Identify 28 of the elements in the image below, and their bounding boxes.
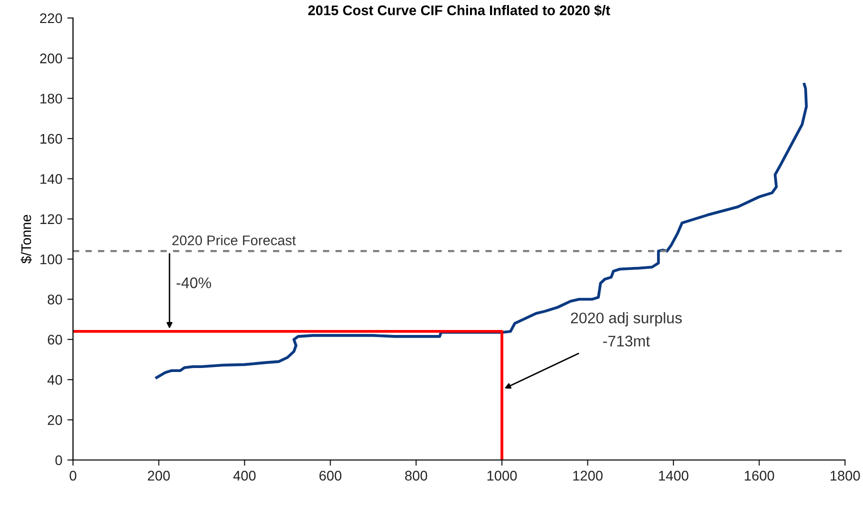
x-tick-label: 1000 xyxy=(488,470,517,481)
y-tick-label: 60 xyxy=(48,334,62,345)
x-tick-label: 600 xyxy=(319,470,342,481)
y-tick-label: 220 xyxy=(40,13,62,24)
x-tick-label: 1400 xyxy=(659,470,688,481)
x-tick-label: 0 xyxy=(70,470,76,481)
y-tick-label: 120 xyxy=(40,214,62,224)
y-axis-title: $/Tonne xyxy=(20,214,32,264)
y-tick-label: 140 xyxy=(40,174,62,184)
chart-title: 2015 Cost Curve CIF China Inflated to 2020 $/t xyxy=(308,4,610,16)
line-series xyxy=(155,82,808,380)
annotation: 2020 adj surplus -713mt xyxy=(570,312,682,346)
y-tick-label: 40 xyxy=(47,374,62,385)
x-tick-label: 800 xyxy=(405,470,428,481)
annotation: -40% xyxy=(176,277,212,288)
y-tick-label: 20 xyxy=(48,415,62,425)
x-tick-label: 400 xyxy=(233,470,256,481)
x-tick-label: 1800 xyxy=(830,470,860,481)
x-tick-label: 1600 xyxy=(744,470,774,481)
y-tick-label: 100 xyxy=(40,254,62,264)
x-tick-label: 200 xyxy=(148,470,170,481)
y-tick-label: 0 xyxy=(55,455,62,466)
y-tick-label: 160 xyxy=(40,134,62,144)
ref-line-label: 2020 Price Forecast xyxy=(172,235,296,246)
y-tick-label: 200 xyxy=(40,54,62,64)
y-tick-label: 80 xyxy=(48,294,62,304)
y-tick-label: 180 xyxy=(40,94,62,104)
x-tick-label: 1200 xyxy=(573,470,603,481)
